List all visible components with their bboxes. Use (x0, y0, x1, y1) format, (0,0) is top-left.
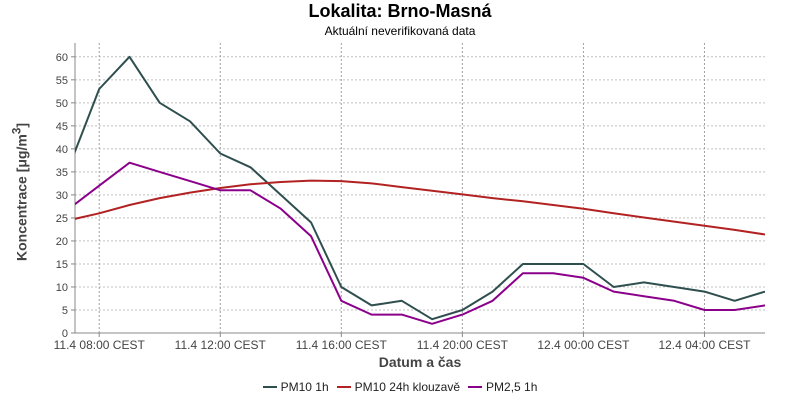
x-axis-label: Datum a čas (378, 354, 462, 370)
y-tick-label: 50 (56, 98, 68, 110)
plot-area (75, 43, 765, 333)
x-tick-label: 12.4 00:00 CEST (537, 338, 630, 352)
chart-subtitle: Aktuální neverifikovaná data (324, 24, 476, 38)
legend-item-pm25[interactable]: PM2,5 1h (468, 380, 537, 394)
y-tick-label: 25 (56, 213, 68, 225)
y-axis-label-close: ] (13, 123, 30, 128)
y-tick-label: 5 (62, 305, 68, 317)
legend: PM10 1h PM10 24h klouzavě PM2,5 1h (0, 380, 800, 394)
series-line-1 (75, 179, 765, 236)
chart-title: Lokalita: Brno-Masná (308, 1, 492, 21)
x-tick-label: 11.4 20:00 CEST (417, 338, 509, 352)
y-tick-label: 0 (62, 328, 68, 340)
y-tick-label: 15 (56, 259, 68, 271)
x-tick-label: 11.4 08:00 CEST (54, 338, 146, 352)
y-tick-label: 55 (56, 75, 68, 87)
y-tick-label: 45 (56, 121, 68, 133)
y-tick-label: 20 (56, 236, 68, 248)
series-line-2 (75, 161, 765, 325)
y-axis-label: Koncentrace [μg/m3] (11, 123, 30, 261)
legend-item-pm10-24h[interactable]: PM10 24h klouzavě (336, 380, 461, 394)
x-tick-label: 11.4 16:00 CEST (296, 338, 388, 352)
x-tick-label: 12.4 04:00 CEST (658, 338, 751, 352)
legend-item-pm10[interactable]: PM10 1h (262, 380, 329, 394)
y-axis-label-sup: 3 (10, 127, 24, 135)
legend-label-pm10: PM10 1h (280, 380, 329, 394)
y-tick-label: 35 (56, 167, 68, 179)
legend-label-pm10-24h: PM10 24h klouzavě (354, 380, 461, 394)
y-tick-label: 30 (56, 190, 68, 202)
y-tick-label: 10 (56, 282, 68, 294)
x-tick-label: 11.4 12:00 CEST (175, 338, 267, 352)
legend-swatch-pm10-24h (336, 386, 351, 388)
legend-label-pm25: PM2,5 1h (486, 380, 538, 394)
legend-swatch-pm10 (262, 386, 277, 388)
y-tick-label: 40 (56, 144, 68, 156)
y-axis-label-text: Koncentrace [μg/m (13, 134, 30, 261)
legend-swatch-pm25 (468, 386, 483, 388)
series-line-0 (75, 55, 765, 321)
y-tick-label: 60 (56, 52, 68, 64)
